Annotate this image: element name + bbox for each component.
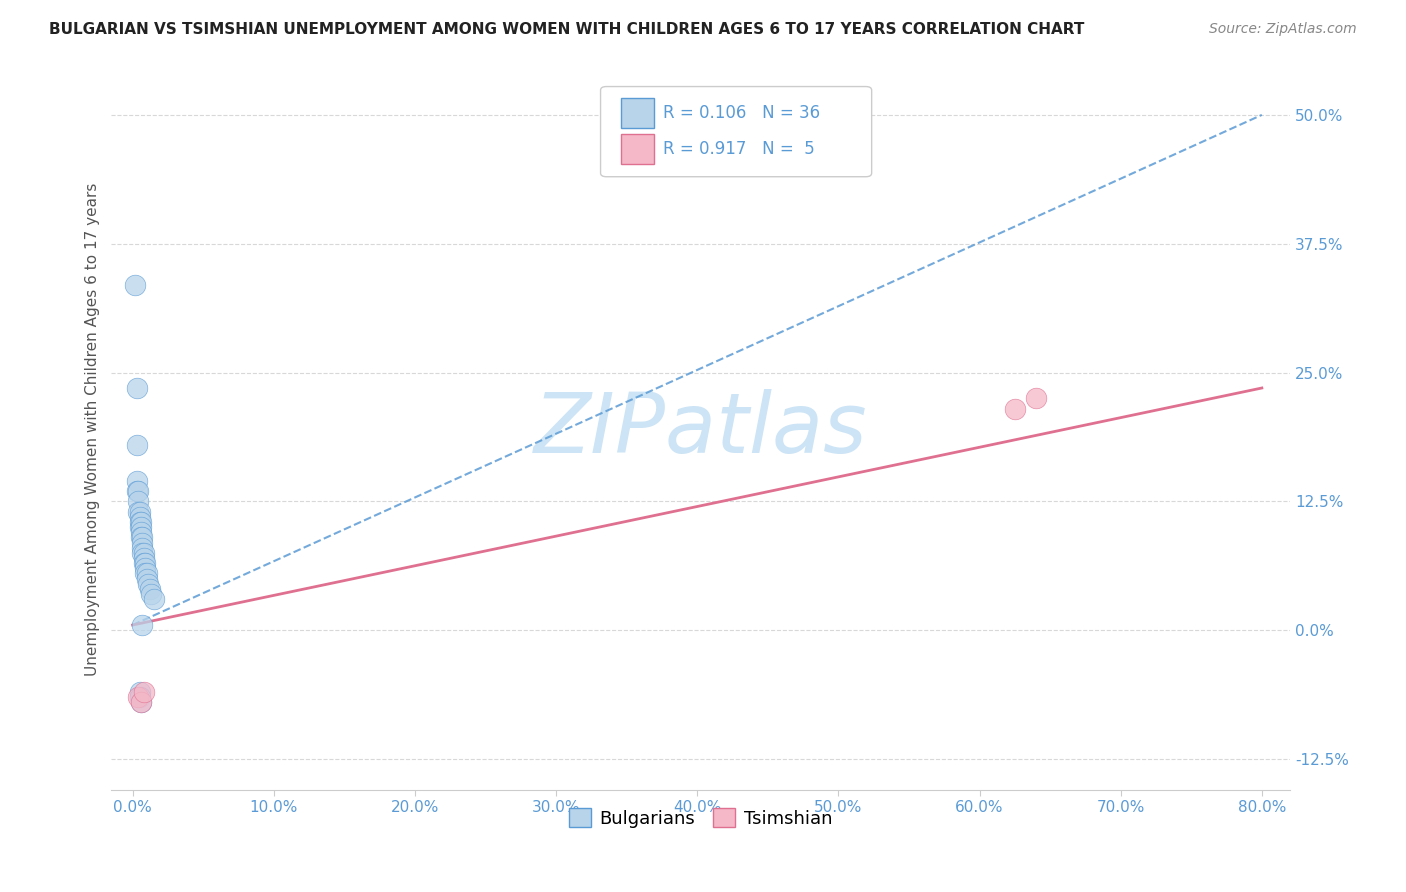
Point: [142, 592, 165, 607]
Point: [128, 509, 150, 524]
Point: [125, 438, 148, 452]
Point: [127, 505, 149, 519]
Point: [125, 381, 148, 395]
Point: [134, 561, 156, 575]
Point: [131, 618, 153, 632]
Point: [125, 484, 148, 499]
Point: [135, 566, 157, 581]
Point: [138, 582, 160, 596]
Point: [134, 556, 156, 570]
Point: [129, 695, 152, 709]
Point: [129, 525, 152, 540]
Point: [139, 587, 162, 601]
FancyBboxPatch shape: [620, 98, 654, 128]
Point: [135, 572, 157, 586]
Point: [132, 556, 155, 570]
Text: R = 0.106   N = 36: R = 0.106 N = 36: [664, 104, 820, 122]
Point: [128, 520, 150, 534]
Point: [1004, 401, 1026, 416]
Point: [1025, 392, 1047, 406]
Text: R = 0.917   N =  5: R = 0.917 N = 5: [664, 140, 815, 158]
Text: Source: ZipAtlas.com: Source: ZipAtlas.com: [1209, 22, 1357, 37]
Y-axis label: Unemployment Among Women with Children Ages 6 to 17 years: Unemployment Among Women with Children A…: [86, 183, 100, 676]
FancyBboxPatch shape: [620, 134, 654, 164]
Point: [129, 515, 152, 529]
Text: ZIPatlas: ZIPatlas: [534, 389, 868, 470]
Point: [128, 685, 150, 699]
Point: [128, 515, 150, 529]
Point: [128, 505, 150, 519]
Point: [131, 541, 153, 555]
Point: [132, 685, 155, 699]
Point: [127, 484, 149, 499]
Point: [132, 551, 155, 566]
Point: [131, 535, 153, 549]
Point: [132, 546, 155, 560]
Text: BULGARIAN VS TSIMSHIAN UNEMPLOYMENT AMONG WOMEN WITH CHILDREN AGES 6 TO 17 YEARS: BULGARIAN VS TSIMSHIAN UNEMPLOYMENT AMON…: [49, 22, 1084, 37]
Legend: Bulgarians, Tsimshian: Bulgarians, Tsimshian: [561, 801, 839, 835]
FancyBboxPatch shape: [600, 87, 872, 177]
Point: [127, 494, 149, 508]
Point: [124, 277, 146, 292]
Point: [131, 530, 153, 544]
Point: [134, 566, 156, 581]
Point: [129, 520, 152, 534]
Point: [127, 690, 149, 705]
Point: [129, 695, 152, 709]
Point: [136, 576, 159, 591]
Point: [125, 474, 148, 488]
Point: [131, 546, 153, 560]
Point: [128, 690, 150, 705]
Point: [129, 530, 152, 544]
